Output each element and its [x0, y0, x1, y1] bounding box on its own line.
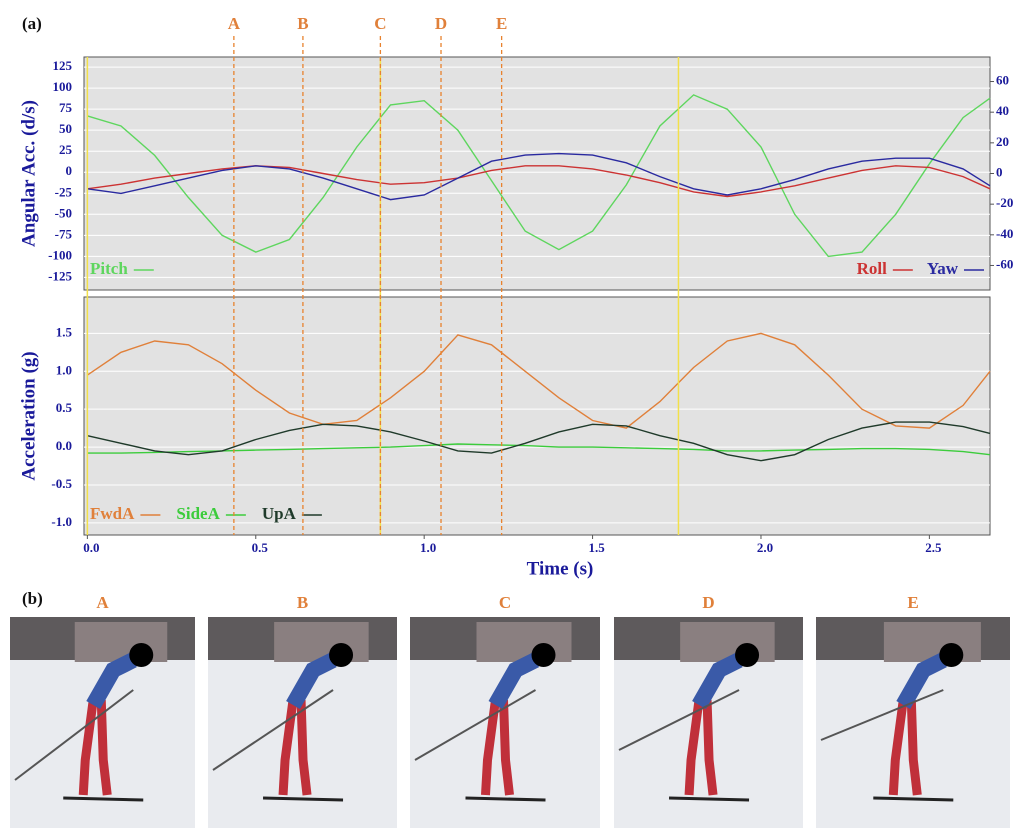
legend-label: Roll	[857, 259, 888, 278]
y-tick-label: 0	[66, 163, 73, 178]
ski-pole	[414, 689, 537, 761]
y-tick-label: 1.5	[56, 324, 73, 339]
series-line	[87, 443, 991, 456]
event-label: A	[228, 14, 241, 33]
panel-label: (a)	[22, 14, 42, 33]
photo	[614, 617, 803, 828]
y-axis-label: Angular Acc. (d/s)	[18, 100, 39, 247]
photo-building	[883, 622, 981, 662]
skier-body	[896, 652, 947, 709]
ski-pole	[618, 689, 740, 751]
y-tick-label: 1.0	[56, 362, 72, 377]
skier-legs	[888, 699, 922, 796]
legend-label: UpA	[262, 504, 297, 523]
ski	[669, 796, 750, 802]
series-line	[87, 94, 991, 258]
y-tick-label: -125	[48, 268, 72, 283]
photo-label: A	[96, 593, 109, 612]
x-tick-label: 1.5	[588, 540, 605, 555]
y-tick-label: 75	[59, 100, 73, 115]
skier-body	[692, 652, 743, 709]
skier-legs	[481, 699, 514, 796]
ski	[263, 796, 344, 802]
ski-pole	[212, 689, 334, 771]
y-tick-label: 0.5	[56, 400, 73, 415]
skier-head	[531, 643, 556, 667]
y-tick-label: -1.0	[51, 514, 72, 529]
ski-pole	[14, 689, 134, 781]
photo-label: C	[499, 593, 511, 612]
event-label: B	[297, 14, 308, 33]
legend-label: Yaw	[927, 259, 959, 278]
y-tick-label: 100	[53, 79, 73, 94]
legend-label: SideA	[176, 504, 220, 523]
skier-legs	[684, 699, 718, 796]
y2-tick-label: -20	[996, 195, 1013, 210]
x-tick-label: 0.5	[252, 540, 269, 555]
photo	[816, 617, 1010, 828]
plot-area	[83, 56, 991, 291]
photo-building	[74, 622, 168, 662]
skier-legs	[78, 699, 112, 796]
y-tick-label: -100	[48, 247, 72, 262]
ski	[63, 796, 144, 802]
photo-building	[476, 622, 572, 662]
skier-body	[86, 652, 137, 709]
series-line	[87, 421, 991, 462]
skier-head	[129, 643, 154, 667]
series-line	[87, 152, 991, 201]
series-line	[87, 165, 991, 198]
skier-head	[939, 643, 964, 667]
event-label: D	[435, 14, 447, 33]
ski-pole	[820, 689, 944, 741]
event-label: E	[496, 14, 507, 33]
photo-building	[274, 622, 369, 662]
y2-tick-label: 0	[996, 164, 1003, 179]
photo-label: E	[907, 593, 918, 612]
legend-label: FwdA	[90, 504, 135, 523]
y-tick-label: -75	[55, 226, 73, 241]
x-axis-label: Time (s)	[527, 558, 594, 579]
photo-label: D	[702, 593, 714, 612]
y-tick-label: 125	[53, 58, 73, 73]
ski	[465, 796, 546, 802]
skier-body	[488, 652, 540, 709]
skier-body	[286, 652, 337, 709]
y2-tick-label: 20	[996, 134, 1009, 149]
photo-building	[680, 622, 775, 662]
y2-tick-label: -60	[996, 256, 1013, 271]
y-tick-label: 0.0	[56, 438, 72, 453]
legend-label: Pitch	[90, 259, 128, 278]
photo	[10, 617, 195, 828]
series-line	[87, 332, 991, 429]
x-tick-label: 1.0	[420, 540, 436, 555]
ski	[873, 796, 954, 802]
y2-tick-label: 60	[996, 73, 1009, 88]
y2-tick-label: -40	[996, 226, 1013, 241]
y-axis-label: Acceleration (g)	[18, 351, 39, 480]
y-tick-label: 50	[59, 121, 72, 136]
skier-legs	[278, 699, 312, 796]
panel-label: (b)	[22, 589, 43, 608]
plot-area	[83, 296, 991, 536]
photo	[208, 617, 397, 828]
y-tick-label: -0.5	[51, 476, 72, 491]
event-label: C	[374, 14, 386, 33]
x-tick-label: 2.5	[925, 540, 942, 555]
skier-head	[329, 643, 354, 667]
photo	[410, 617, 600, 828]
y2-tick-label: 40	[996, 103, 1009, 118]
y-tick-label: -25	[55, 184, 73, 199]
x-tick-label: 0.0	[83, 540, 99, 555]
y-tick-label: 25	[59, 142, 73, 157]
y-tick-label: -50	[55, 205, 72, 220]
skier-head	[735, 643, 760, 667]
photo-label: B	[297, 593, 308, 612]
x-tick-label: 2.0	[757, 540, 773, 555]
